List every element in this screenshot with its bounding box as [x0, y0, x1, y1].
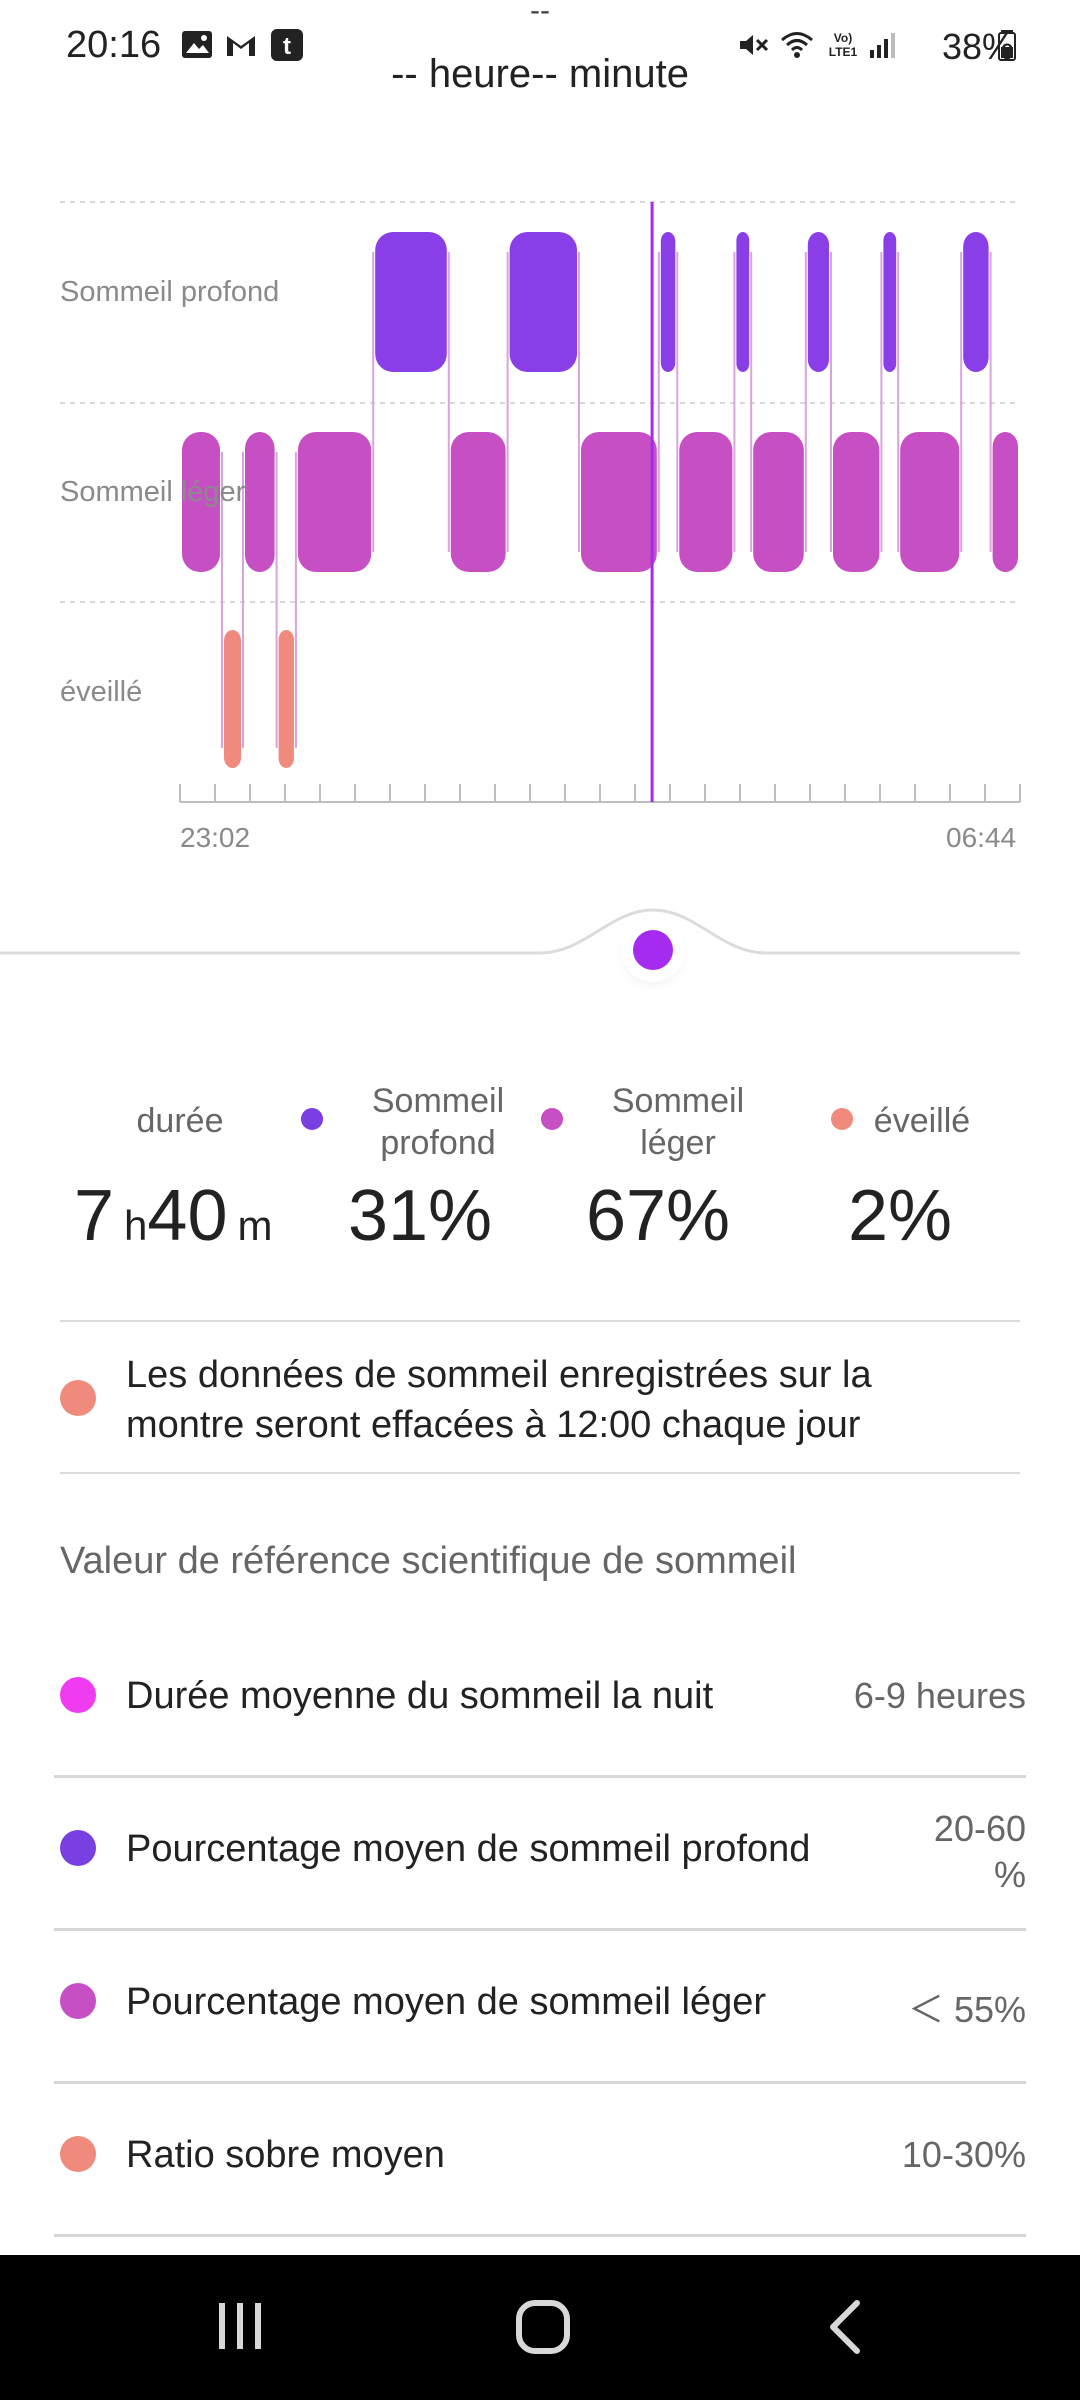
wifi-icon [781, 32, 813, 58]
status-bar: 20:16 t Vo) LTE1 38% [0, 0, 1080, 100]
x-start-time: 23:02 [180, 822, 251, 853]
top-marker: -- [530, 0, 550, 27]
awake-dot [831, 1108, 853, 1130]
x-end-time: 06:44 [946, 822, 1017, 853]
battery-icon [998, 30, 1016, 61]
reference-value: 10-30% [901, 2134, 1026, 2175]
back-icon[interactable] [745, 2255, 945, 2400]
sleep-segment [660, 232, 676, 372]
stage-label-light: Sommeil léger [60, 476, 246, 508]
stage-label-deep: Sommeil profond [60, 276, 280, 308]
deep-sleep-label: Sommeil profond [371, 1082, 505, 1162]
reference-row: Ratio sobre moyen 10-30% [54, 2084, 1026, 2237]
reference-dot [60, 2136, 96, 2172]
home-icon[interactable] [443, 2255, 643, 2400]
volte-icon: Vo) LTE1 [829, 31, 858, 59]
reference-label: Ratio sobre moyen [126, 2134, 445, 2176]
tumblr-icon: t [271, 29, 303, 61]
info-text: Les données de sommeil enregistrées sur … [126, 1354, 872, 1446]
status-time: 20:16 [66, 24, 162, 66]
reference-label: Pourcentage moyen de sommeil léger [126, 1981, 767, 2023]
sleep-segment [509, 232, 577, 372]
image-icon [182, 31, 212, 58]
reference-value: ＜ 55% [907, 1989, 1026, 2030]
light-sleep-label: Sommeil léger [611, 1082, 745, 1162]
info-dot [60, 1380, 96, 1416]
sleep-segment [182, 432, 220, 572]
gmail-icon [227, 36, 255, 56]
sleep-segment [900, 432, 960, 572]
mute-icon [740, 35, 769, 55]
reference-heading: Valeur de référence scientifique de somm… [60, 1540, 797, 1582]
reference-label: Pourcentage moyen de sommeil profond [126, 1828, 811, 1870]
divider [60, 1472, 1020, 1474]
sleep-segment [278, 630, 294, 768]
stage-label-awake: éveillé [60, 676, 143, 708]
deep-sleep-dot [301, 1108, 323, 1130]
sleep-segment [581, 432, 657, 572]
light-sleep-percent: 67% [585, 1176, 731, 1256]
svg-text:Vo): Vo) [834, 31, 852, 45]
sleep-segment [224, 630, 241, 768]
duration-label: durée [136, 1102, 224, 1140]
reference-dot [60, 1983, 96, 2019]
reference-label: Durée moyenne du sommeil la nuit [126, 1675, 714, 1717]
sleep-segment [883, 232, 897, 372]
reference-dot [60, 1677, 96, 1713]
reference-row: Pourcentage moyen de sommeil léger ＜ 55% [54, 1931, 1026, 2084]
sleep-chart[interactable] [0, 0, 1080, 880]
sleep-segment [245, 432, 275, 572]
sleep-segment [807, 232, 829, 372]
time-slider-handle[interactable] [633, 930, 673, 970]
reference-value: 20-60 % [933, 1808, 1026, 1895]
deep-sleep-percent: 31% [347, 1176, 493, 1256]
sleep-time-title: -- heure-- minute [391, 52, 689, 96]
reference-row: Pourcentage moyen de sommeil profond 20-… [54, 1778, 1026, 1931]
sleep-segment [297, 432, 372, 572]
svg-text:LTE1: LTE1 [829, 45, 858, 59]
sleep-segment [992, 432, 1018, 572]
awake-label: éveillé [873, 1102, 971, 1140]
light-sleep-dot [541, 1108, 563, 1130]
navigation-bar [0, 2255, 1080, 2400]
reference-dot [60, 1830, 96, 1866]
svg-text:t: t [283, 33, 291, 60]
awake-percent: 2% [847, 1176, 953, 1256]
sleep-segment [450, 432, 506, 572]
sleep-segment [375, 232, 447, 372]
divider [60, 1320, 1020, 1322]
recent-apps-icon[interactable] [140, 2255, 340, 2400]
sleep-segment [963, 232, 989, 372]
signal-icon [870, 33, 895, 58]
reference-row: Durée moyenne du sommeil la nuit 6-9 heu… [54, 1625, 1026, 1778]
duration-value: 7 h40 m [74, 1176, 273, 1256]
reference-value: 6-9 heures [853, 1675, 1026, 1716]
sleep-segment [753, 432, 804, 572]
sleep-segment [833, 432, 880, 572]
sleep-segment [679, 432, 733, 572]
sleep-segment [736, 232, 750, 372]
time-slider-track[interactable] [0, 880, 1080, 990]
